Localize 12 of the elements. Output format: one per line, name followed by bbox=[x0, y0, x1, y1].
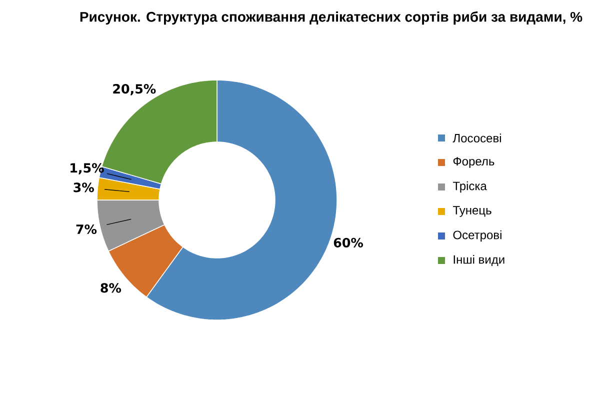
legend-label: Лососеві bbox=[452, 134, 501, 142]
data-label: 7% bbox=[76, 224, 97, 234]
legend-label: Тріска bbox=[452, 181, 487, 193]
data-label: 3% bbox=[74, 182, 94, 192]
data-label: 60% bbox=[334, 238, 364, 248]
legend-label: Осетрові bbox=[453, 230, 502, 242]
chart-title: Рисунок. Структура споживання делікатесних сортів риби за видами, % bbox=[80, 11, 582, 25]
legend-label: Форель bbox=[453, 157, 494, 168]
data-label: 20,5% bbox=[113, 84, 156, 96]
legend-label: Тунець bbox=[452, 206, 492, 217]
legend-label: Інші види bbox=[454, 254, 504, 266]
data-label: 8% bbox=[100, 283, 122, 293]
